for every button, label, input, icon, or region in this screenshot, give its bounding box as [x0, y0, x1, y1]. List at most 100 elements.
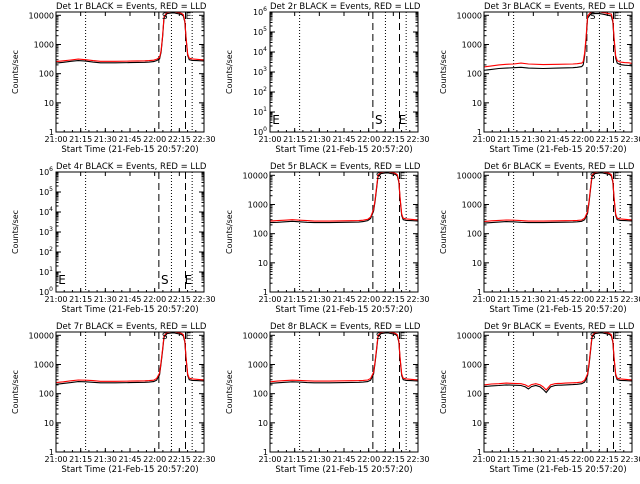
- detector-panel-8: Det 8r BLACK = Events, RED = LLD 21:00 21:…: [225, 322, 430, 475]
- start-marker-label: S: [162, 12, 168, 22]
- x-tick-label: 22:15: [596, 295, 619, 304]
- y-tick-label: 105: [39, 186, 53, 197]
- y-tick-label: 1000: [248, 360, 268, 369]
- x-tick-label: 21:00: [472, 455, 495, 464]
- series-lld-line: [270, 332, 418, 383]
- y-tick-label: 10: [258, 419, 268, 428]
- x-tick-label: 21:15: [69, 295, 92, 304]
- y-tick-label: 104: [39, 206, 53, 217]
- x-tick-label: 22:30: [192, 135, 215, 144]
- y-tick-label: 10000: [243, 331, 268, 340]
- x-tick-label: 21:00: [258, 135, 281, 144]
- y-tick-label: 1000: [462, 360, 482, 369]
- y-tick-label: 1: [477, 448, 482, 457]
- x-tick-label: 21:30: [308, 295, 331, 304]
- y-tick-label: 100: [253, 390, 268, 399]
- y-tick-label: 100: [39, 70, 54, 79]
- panel-title: Det 2r BLACK = Events, RED = LLD: [270, 2, 421, 12]
- start-marker-label: S: [590, 332, 596, 342]
- x-tick-label: 22:00: [357, 295, 380, 304]
- x-tick-label: 22:00: [143, 135, 166, 144]
- x-tick-label: 21:00: [44, 135, 67, 144]
- x-axis-label: Start Time (21-Feb-15 20:57:20): [61, 305, 198, 315]
- end-marker-label: E: [614, 12, 620, 22]
- plot-frame: [269, 331, 419, 453]
- x-tick-label: 22:30: [406, 135, 429, 144]
- series-lld-line: [484, 332, 632, 391]
- series-lld-line: [270, 172, 418, 222]
- y-tick-label: 101: [253, 106, 267, 117]
- x-tick-label: 21:15: [69, 135, 92, 144]
- x-axis-label: Start Time (21-Feb-15 20:57:20): [61, 145, 198, 155]
- y-tick-label: 106: [253, 6, 267, 17]
- y-tick-label: 1000: [462, 40, 482, 49]
- y-tick-label: 10000: [29, 11, 54, 20]
- x-axis-label: Start Time (21-Feb-15 20:57:20): [489, 145, 626, 155]
- end-marker-label: E: [400, 332, 406, 342]
- x-tick-label: 21:00: [258, 295, 281, 304]
- start-marker-label: S: [161, 273, 169, 287]
- x-tick-label: 22:00: [357, 135, 380, 144]
- x-tick-label: 22:00: [357, 455, 380, 464]
- y-tick-label: 102: [253, 86, 267, 97]
- y-tick-label: 1000: [34, 40, 54, 49]
- y-tick-label: 103: [253, 66, 267, 77]
- x-tick-label: 21:00: [44, 295, 67, 304]
- y-axis-label: Counts/sec: [439, 370, 448, 414]
- y-tick-label: 1000: [248, 200, 268, 209]
- x-tick-label: 21:15: [283, 455, 306, 464]
- end-marker-label: E: [614, 332, 620, 342]
- start-marker-label: S: [162, 332, 168, 342]
- y-axis-label: Counts/sec: [225, 50, 234, 94]
- series-lld-line: [484, 12, 632, 68]
- x-tick-label: 21:30: [94, 135, 117, 144]
- series-lld-line: [484, 172, 632, 223]
- x-tick-label: 22:30: [406, 455, 429, 464]
- x-tick-label: 21:15: [497, 295, 520, 304]
- panel-title: Det 3r BLACK = Events, RED = LLD: [484, 2, 635, 12]
- plot-frame: [483, 11, 633, 133]
- x-axis-label: Start Time (21-Feb-15 20:57:20): [275, 145, 412, 155]
- x-tick-label: 21:30: [94, 455, 117, 464]
- panel-title: Det 4r BLACK = Events, RED = LLD: [56, 162, 207, 172]
- y-tick-label: 1000: [462, 200, 482, 209]
- x-tick-label: 22:15: [168, 295, 191, 304]
- x-tick-label: 21:00: [44, 455, 67, 464]
- x-tick-label: 21:45: [546, 295, 569, 304]
- y-tick-label: 100: [253, 126, 267, 137]
- panel-title: Det 1r BLACK = Events, RED = LLD: [56, 2, 207, 12]
- x-tick-label: 21:15: [283, 135, 306, 144]
- x-tick-label: 21:30: [522, 135, 545, 144]
- y-tick-label: 1000: [34, 360, 54, 369]
- x-tick-label: 22:15: [168, 455, 191, 464]
- panel-title: Det 8r BLACK = Events, RED = LLD: [270, 322, 421, 332]
- x-tick-label: 22:30: [620, 135, 640, 144]
- y-tick-label: 10: [472, 419, 482, 428]
- x-tick-label: 22:15: [382, 295, 405, 304]
- y-tick-label: 102: [39, 246, 53, 257]
- end-marker-label: E: [185, 273, 193, 287]
- x-tick-label: 21:00: [472, 295, 495, 304]
- y-tick-label: 10: [258, 259, 268, 268]
- y-tick-label: 100: [467, 70, 482, 79]
- y-tick-label: 1: [49, 128, 54, 137]
- x-tick-label: 22:00: [143, 455, 166, 464]
- x-tick-label: 21:00: [258, 455, 281, 464]
- y-tick-label: 100: [253, 230, 268, 239]
- x-tick-label: 21:30: [522, 295, 545, 304]
- y-tick-label: 100: [467, 230, 482, 239]
- x-tick-label: 22:30: [620, 455, 640, 464]
- y-tick-label: 10: [472, 259, 482, 268]
- x-tick-label: 21:45: [118, 295, 141, 304]
- y-tick-label: 106: [39, 166, 53, 177]
- panel-title: Det 9r BLACK = Events, RED = LLD: [484, 322, 635, 332]
- x-tick-label: 21:45: [118, 455, 141, 464]
- start-marker-label: S: [590, 12, 596, 22]
- end-marker-label: E: [399, 113, 407, 127]
- y-tick-label: 103: [39, 226, 53, 237]
- series-lld-line: [56, 12, 204, 63]
